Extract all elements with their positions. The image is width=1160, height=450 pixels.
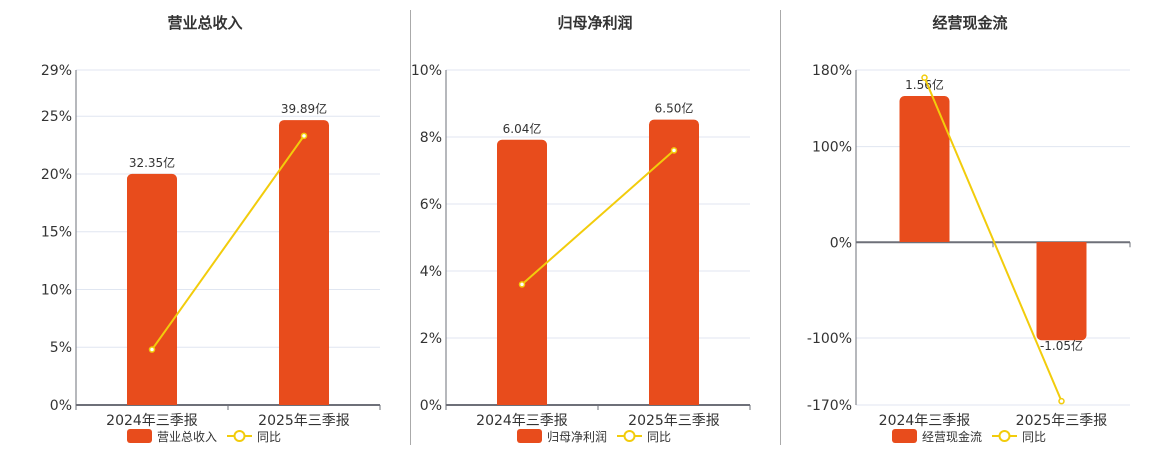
x-tick-label: 2025年三季报 xyxy=(1016,413,1108,429)
y-tick-label: 6% xyxy=(420,197,442,213)
bar-base xyxy=(899,236,950,242)
legend-bar-swatch xyxy=(517,429,542,443)
legend-bar-label: 经营现金流 xyxy=(922,429,982,444)
yoy-point xyxy=(670,147,678,154)
bar-value-label: 32.35亿 xyxy=(129,155,175,170)
y-tick-label: 100% xyxy=(812,140,852,156)
y-tick-label: 2% xyxy=(420,331,442,347)
y-tick-label: -170% xyxy=(807,398,852,414)
yoy-point xyxy=(148,346,156,353)
y-tick-label: 0% xyxy=(830,235,852,251)
net-profit-chart: 0% 2% 4% 6% 8% 10% 6.04亿 2024年三季报 6.50亿 2025年三季报归… xyxy=(411,63,751,444)
bar-base xyxy=(127,400,177,405)
x-tick-label: 2024年三季报 xyxy=(879,413,971,429)
legend-line-label: 同比 xyxy=(257,430,281,444)
legend-bar-swatch xyxy=(892,429,917,443)
bar-value-label: 1.56亿 xyxy=(905,77,944,92)
x-tick-label: 2024年三季报 xyxy=(106,413,198,429)
bar xyxy=(279,120,329,406)
chart-panel-revenue: 营业总收入 0% 5% 10% 15% 20% 25% 29% 32.35亿 2024年三季报 3… xyxy=(0,0,410,450)
yoy-line xyxy=(923,77,1063,402)
revenue-chart: 0% 5% 10% 15% 20% 25% 29% 32.35亿 2024年三季报 39.89亿 2… xyxy=(41,63,381,444)
legend-bar-label: 营业总收入 xyxy=(157,430,217,444)
yoy-point xyxy=(921,74,928,81)
bar-value-label: 6.50亿 xyxy=(655,101,694,116)
divider xyxy=(410,10,411,445)
legend-line-marker xyxy=(623,430,636,442)
chart-title: 经营现金流 xyxy=(932,14,1008,32)
chart-panel-cash-flow: 经营现金流 -170% -100% 0% 100% 180% 1.56亿 2024年三季报 -… xyxy=(780,0,1160,450)
legend-line-marker xyxy=(233,430,246,442)
bar-base xyxy=(649,400,699,405)
bar-value-label: -1.05亿 xyxy=(1040,338,1083,353)
bar-value-label: 6.04亿 xyxy=(503,121,542,136)
y-tick-label: 25% xyxy=(41,109,72,125)
legend-bar-label: 归母净利润 xyxy=(547,430,607,444)
y-tick-label: 4% xyxy=(420,264,442,280)
legend-bar-swatch xyxy=(127,429,152,443)
bar-base xyxy=(1036,241,1087,247)
bar-base xyxy=(497,400,547,405)
bar xyxy=(649,119,699,405)
y-tick-label: 0% xyxy=(50,398,72,414)
yoy-line xyxy=(151,135,305,351)
legend-line-marker xyxy=(998,430,1011,442)
y-tick-label: 180% xyxy=(812,63,852,79)
yoy-line xyxy=(521,149,675,286)
y-tick-label: 10% xyxy=(41,282,72,298)
bar xyxy=(127,173,177,405)
divider xyxy=(780,10,781,445)
y-tick-label: 29% xyxy=(41,63,72,79)
y-tick-label: 15% xyxy=(41,225,72,241)
x-tick-label: 2025年三季报 xyxy=(258,413,350,429)
cash-flow-chart: -170% -100% 0% 100% 180% 1.56亿 2024年三季报 -1.05亿 2… xyxy=(807,63,1131,444)
chart-title: 归母净利润 xyxy=(557,14,633,32)
y-tick-label: -100% xyxy=(807,331,852,347)
x-tick-label: 2025年三季报 xyxy=(628,413,720,429)
chart-panel-net-profit: 归母净利润 0% 2% 4% 6% 8% 10% 6.04亿 2024年三季报 6.50亿 202… xyxy=(410,0,780,450)
bar-value-label: 39.89亿 xyxy=(281,101,327,116)
legend-line-label: 同比 xyxy=(1022,430,1046,444)
bar xyxy=(497,139,547,405)
y-tick-label: 10% xyxy=(411,63,442,79)
bar xyxy=(1036,241,1087,341)
y-tick-label: 20% xyxy=(41,167,72,183)
yoy-point xyxy=(1058,397,1065,405)
bar xyxy=(899,96,950,242)
y-tick-label: 5% xyxy=(50,340,72,356)
yoy-point xyxy=(518,281,526,288)
yoy-point xyxy=(300,132,308,140)
x-tick-label: 2024年三季报 xyxy=(476,413,568,429)
y-tick-label: 8% xyxy=(420,130,442,146)
legend-line-label: 同比 xyxy=(647,430,671,444)
y-tick-label: 0% xyxy=(420,398,442,414)
chart-title: 营业总收入 xyxy=(167,14,243,32)
bar-base xyxy=(279,400,329,405)
